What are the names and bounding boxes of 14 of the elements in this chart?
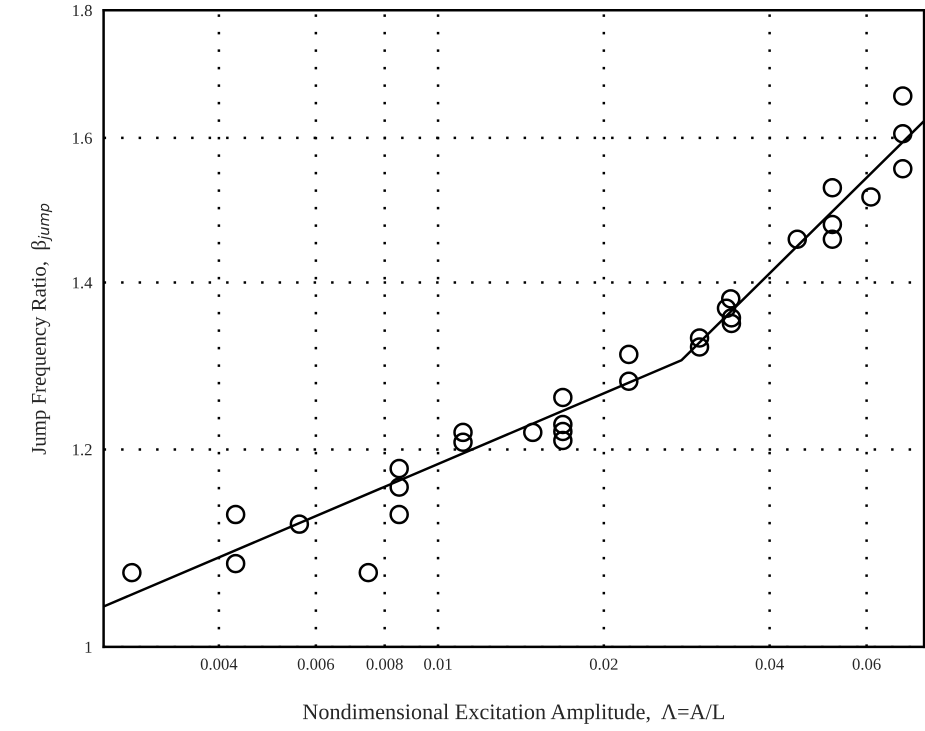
x-axis-title: Nondimensional Excitation Amplitude, Λ=A/L xyxy=(302,704,724,724)
y-tick-label: 1.8 xyxy=(73,4,92,16)
x-tick-label: 0.01 xyxy=(424,658,452,670)
x-tick-label: 0.04 xyxy=(756,658,784,670)
x-tick-label: 0.008 xyxy=(366,658,403,670)
y-tick-label: 1.4 xyxy=(73,277,92,288)
y-axis-title: Jump Frequency Ratio, β$_{jump}$ xyxy=(30,204,52,454)
x-tick-label: 0.004 xyxy=(200,658,238,670)
x-tick-label: 0.006 xyxy=(298,658,334,670)
y-tick-label: 1 xyxy=(86,642,92,653)
y-tick-label: 1.6 xyxy=(73,132,92,144)
x-tick-label: 0.02 xyxy=(590,658,618,670)
x-tick-label: 0.06 xyxy=(852,658,881,670)
y-tick-label: 1.2 xyxy=(73,444,92,456)
